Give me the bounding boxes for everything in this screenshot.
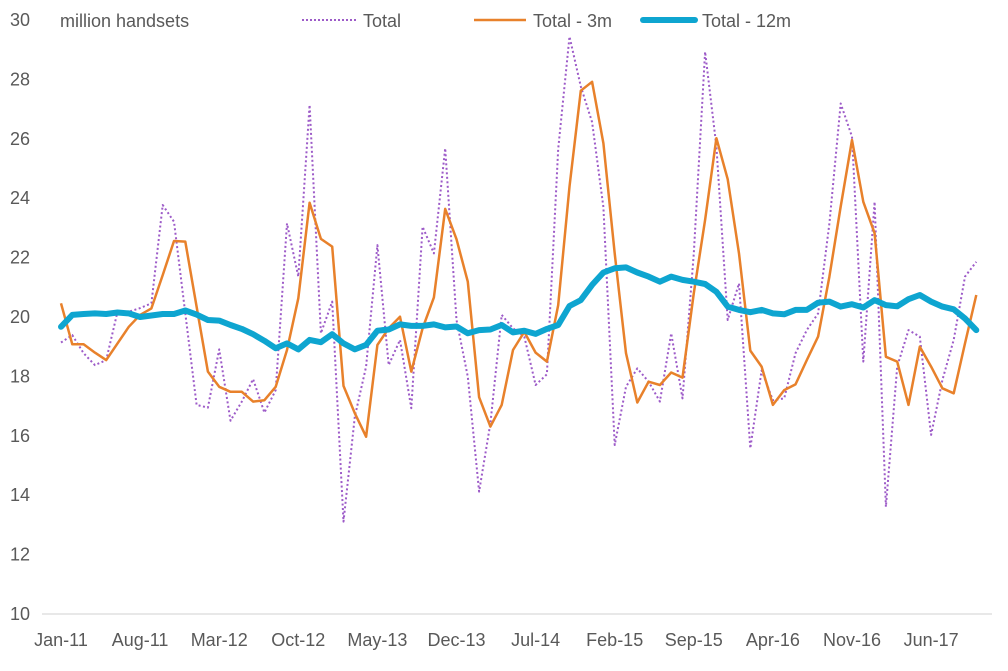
series-line-total (61, 37, 976, 522)
x-tick-label: Apr-16 (746, 630, 800, 650)
y-tick-label: 14 (10, 485, 30, 505)
legend: million handsets Total Total - 3m Total … (60, 11, 791, 31)
x-tick-label: Sep-15 (665, 630, 723, 650)
x-tick-label: Jul-14 (511, 630, 560, 650)
x-tick-label: Dec-13 (427, 630, 485, 650)
x-tick-label: May-13 (347, 630, 407, 650)
y-tick-label: 22 (10, 248, 30, 268)
x-tick-label: Jun-17 (904, 630, 959, 650)
legend-item-total-3m: Total - 3m (474, 11, 612, 31)
y-tick-label: 24 (10, 188, 30, 208)
x-tick-label: Feb-15 (586, 630, 643, 650)
legend-item-total-12m: Total - 12m (643, 11, 791, 31)
series-group (61, 37, 976, 522)
legend-label-total: Total (363, 11, 401, 31)
series-line-total-12m (61, 267, 976, 349)
series-points (61, 37, 976, 522)
x-tick-label: Nov-16 (823, 630, 881, 650)
y-tick-label: 20 (10, 307, 30, 327)
y-tick-label: 10 (10, 604, 30, 624)
y-unit-label: million handsets (60, 11, 189, 31)
y-tick-label: 18 (10, 366, 30, 386)
x-tick-label: Jan-11 (34, 630, 88, 650)
y-axis: 10 12 14 16 18 20 22 24 26 28 30 (10, 10, 30, 624)
y-tick-label: 30 (10, 10, 30, 30)
y-tick-label: 28 (10, 69, 30, 89)
series-points (61, 82, 976, 437)
series-line-total-3m (61, 82, 976, 437)
x-tick-label: Mar-12 (191, 630, 248, 650)
y-tick-label: 26 (10, 129, 30, 149)
x-axis: Jan-11 Aug-11 Mar-12 Oct-12 May-13 Dec-13 Jul-… (34, 614, 992, 650)
legend-item-total: Total (302, 11, 401, 31)
y-tick-label: 16 (10, 426, 30, 446)
legend-label-total-12m: Total - 12m (702, 11, 791, 31)
y-tick-label: 12 (10, 545, 30, 565)
legend-label-total-3m: Total - 3m (533, 11, 612, 31)
x-tick-label: Oct-12 (271, 630, 325, 650)
x-tick-label: Aug-11 (112, 630, 169, 650)
